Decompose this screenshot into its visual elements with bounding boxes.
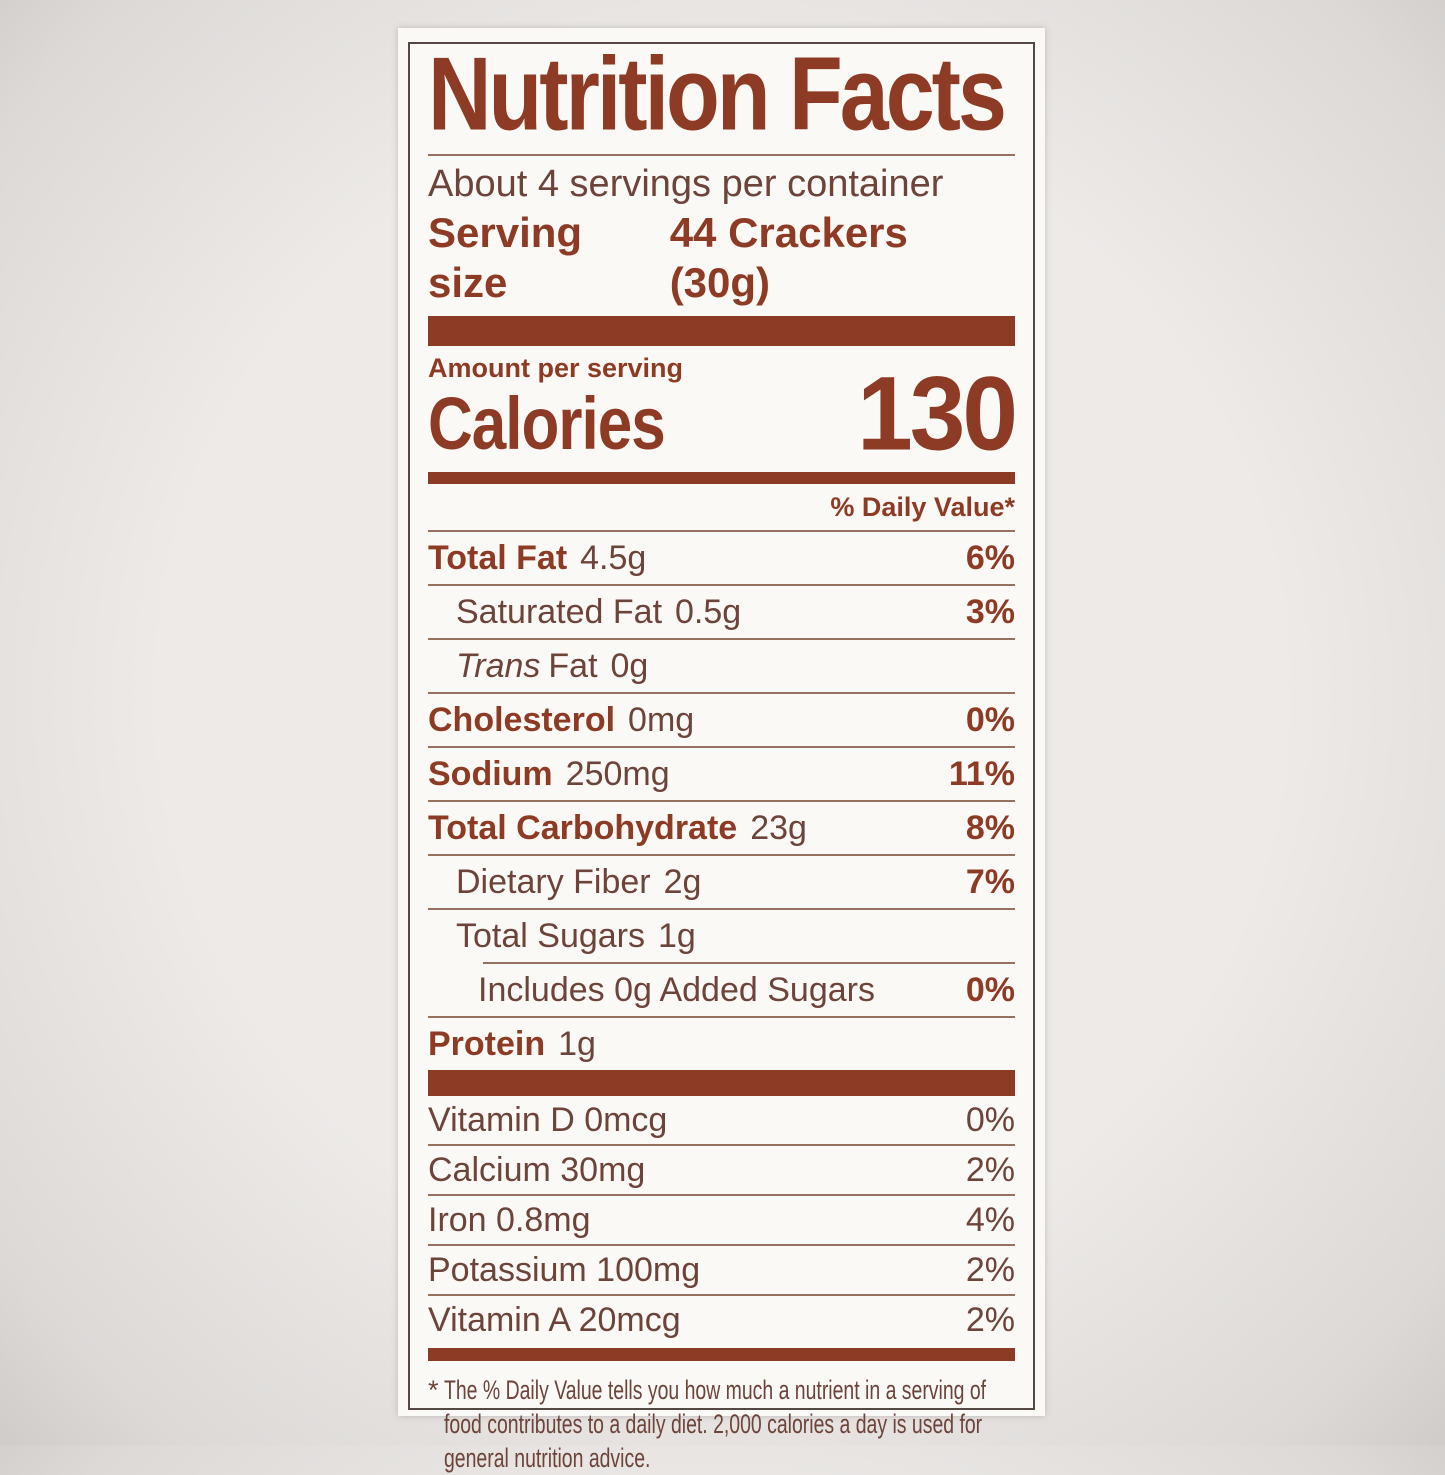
nutrient-name: Saturated Fat [456,592,663,631]
nutrient-row-total-sugars: Total Sugars 1g [428,910,1015,962]
vitamin-daily-value: 2% [965,1250,1015,1289]
vitamin-daily-value: 4% [965,1200,1015,1239]
separator-indented [483,962,1015,964]
separator [428,692,1015,694]
separator [428,1294,1015,1296]
nutrient-amount: 250mg [565,754,670,793]
vitamin-daily-value: 2% [965,1150,1015,1189]
nutrition-facts-label: Nutrition Facts About 4 servings per con… [398,28,1045,1473]
label-border-panel: Nutrition Facts About 4 servings per con… [408,35,1035,1473]
vitamin-name: Iron 0.8mg [428,1200,591,1239]
footnote-asterisk: * [428,1375,439,1405]
nutrient-name: Fat [548,646,598,685]
vitamin-daily-value: 2% [965,1300,1015,1339]
daily-value-header: % Daily Value* [830,492,1015,522]
vitamin-row-potassium: Potassium 100mg 2% [428,1246,1015,1294]
footnote-line: general nutrition advice. [444,1443,651,1473]
label-title: Nutrition Facts [428,35,1007,152]
medium-divider-bar [428,472,1015,484]
nutrient-name: Total Fat [428,538,568,577]
nutrient-name: Total Sugars [456,916,645,955]
nutrient-row-saturated-fat: Saturated Fat 0.5g 3% [428,586,1015,638]
nutrient-amount: 23g [750,808,807,847]
separator [428,154,1015,156]
thick-divider-bar [428,316,1015,346]
nutrient-daily-value: 11% [948,754,1015,793]
amount-per-serving-label: Amount per serving [428,353,684,383]
nutrient-row-protein: Protein 1g [428,1018,1015,1070]
nutrient-name: Sodium [428,754,553,793]
vitamin-name: Vitamin A 20mcg [428,1300,681,1339]
nutrient-name: Dietary Fiber [456,862,651,901]
medium-divider-bar [428,1348,1015,1361]
separator [428,800,1015,802]
nutrient-row-sodium: Sodium 250mg 11% [428,748,1015,800]
vitamin-name: Calcium 30mg [428,1150,646,1189]
calories-value: 130 [857,354,1018,473]
separator [428,746,1015,748]
nutrient-row-dietary-fiber: Dietary Fiber 2g 7% [428,856,1015,908]
nutrient-amount: 0mg [628,700,695,739]
vitamin-row-iron: Iron 0.8mg 4% [428,1196,1015,1244]
nutrient-row-trans-fat: Trans Fat 0g [428,640,1015,692]
calories-label: Calories [428,382,666,466]
nutrient-row-total-carbohydrate: Total Carbohydrate 23g 8% [428,802,1015,854]
vitamin-daily-value: 0% [965,1100,1015,1139]
separator [428,530,1015,532]
nutrient-amount: 2g [663,862,702,901]
nutrient-daily-value: 0% [965,970,1015,1009]
vitamin-name: Potassium 100mg [428,1250,701,1289]
vitamin-row-calcium: Calcium 30mg 2% [428,1146,1015,1194]
separator [428,1144,1015,1146]
calories-row: Calories 130 [428,361,1018,466]
nutrient-name: Protein [428,1024,546,1063]
separator [428,584,1015,586]
footnote-line: food contributes to a daily diet. 2,000 … [444,1409,983,1439]
servings-per-container: About 4 servings per container [428,163,944,205]
nutrient-daily-value: 3% [965,592,1015,631]
footnote-text: The % Daily Value tells you how much a n… [444,1373,986,1475]
serving-size-row: Serving size 44 Crackers (30g) [428,208,1015,308]
vitamin-row-vitamin-a: Vitamin A 20mcg 2% [428,1296,1015,1344]
nutrient-row-added-sugars: Includes 0g Added Sugars 0% [428,964,1015,1016]
nutrient-daily-value: 6% [965,538,1015,577]
separator [428,1016,1015,1018]
nutrient-row-cholesterol: Cholesterol 0mg 0% [428,694,1015,746]
nutrient-amount: 0g [610,646,649,685]
vitamin-name: Vitamin D 0mcg [428,1100,668,1139]
nutrient-name-italic: Trans [456,646,541,685]
nutrient-amount: 4.5g [580,538,647,577]
separator [428,1194,1015,1196]
nutrient-daily-value: 8% [965,808,1015,847]
nutrient-amount: 1g [658,916,696,955]
nutrient-daily-value: 7% [965,862,1015,901]
separator [428,638,1015,640]
nutrient-amount: 0.5g [675,592,742,631]
nutrient-amount: 1g [558,1024,596,1063]
separator [428,1244,1015,1246]
serving-size-label: Serving size [428,209,583,306]
nutrient-name: Total Carbohydrate [428,808,738,847]
nutrient-row-total-fat: Total Fat 4.5g 6% [428,532,1015,584]
vitamin-row-vitamin-d: Vitamin D 0mcg 0% [428,1096,1015,1144]
thick-divider-bar [428,1070,1015,1096]
nutrient-daily-value: 0% [965,700,1015,739]
footnote-line: The % Daily Value tells you how much a n… [444,1375,987,1405]
separator [428,908,1015,910]
separator [428,854,1015,856]
daily-value-footnote: * The % Daily Value tells you how much a… [428,1373,1015,1475]
serving-size-value: 44 Crackers (30g) [669,209,908,306]
nutrient-name: Includes 0g Added Sugars [478,970,875,1009]
nutrient-name: Cholesterol [428,700,616,739]
